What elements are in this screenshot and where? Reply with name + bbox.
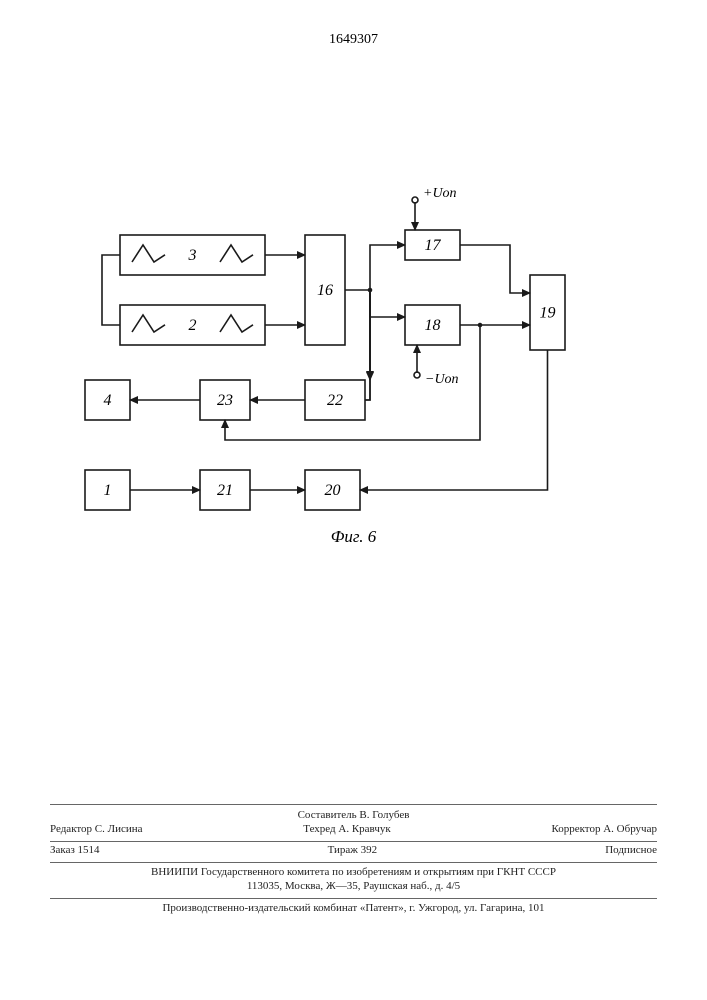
- composer: Составитель В. Голубев: [298, 809, 410, 821]
- page-number: 1649307: [0, 32, 707, 48]
- svg-text:4: 4: [104, 392, 112, 409]
- org-line-3: Производственно-издательский комбинат «П…: [50, 901, 657, 915]
- figure-caption: Фиг. 6: [0, 527, 707, 547]
- svg-text:22: 22: [327, 392, 343, 409]
- svg-text:2: 2: [189, 317, 197, 334]
- footer: Составитель В. Голубев Редактор С. Лисин…: [50, 804, 657, 915]
- editor: Редактор С. Лисина: [50, 823, 143, 835]
- print-run: Тираж 392: [328, 844, 378, 856]
- order: Заказ 1514: [50, 844, 100, 856]
- svg-text:16: 16: [317, 282, 333, 299]
- org-line-1: ВНИИПИ Государственного комитета по изоб…: [50, 865, 657, 879]
- svg-text:20: 20: [325, 482, 341, 499]
- org-line-2: 113035, Москва, Ж—35, Раушская наб., д. …: [50, 879, 657, 893]
- svg-text:18: 18: [425, 317, 441, 334]
- svg-text:3: 3: [188, 247, 197, 264]
- svg-text:−Uоп: −Uоп: [425, 372, 459, 387]
- block-diagram: 12341617181920212223+Uоп−Uоп: [0, 80, 707, 580]
- svg-text:19: 19: [540, 305, 556, 322]
- svg-text:17: 17: [425, 237, 442, 254]
- tech: Техред А. Кравчук: [303, 823, 390, 835]
- svg-text:21: 21: [217, 482, 233, 499]
- corrector: Корректор А. Обручар: [551, 823, 657, 835]
- subscription: Подписное: [605, 844, 657, 856]
- svg-text:+Uоп: +Uоп: [423, 186, 457, 201]
- svg-text:23: 23: [217, 392, 233, 409]
- svg-text:1: 1: [104, 482, 112, 499]
